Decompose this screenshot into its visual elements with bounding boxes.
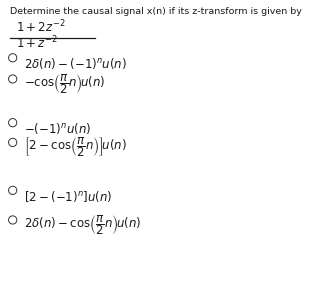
Text: $1 + 2z^{-2}$: $1 + 2z^{-2}$ [16,18,65,35]
Text: $1 + z^{-2}$: $1 + z^{-2}$ [16,34,58,51]
Text: $2\delta(n) - (-1)^n u(n)$: $2\delta(n) - (-1)^n u(n)$ [24,56,127,71]
Text: $-(-1)^n u(n)$: $-(-1)^n u(n)$ [24,121,91,136]
Text: $\left[2 - \cos\!\left(\dfrac{\pi}{2}n\right)\right]\!u(n)$: $\left[2 - \cos\!\left(\dfrac{\pi}{2}n\r… [24,135,126,159]
Text: $2\delta(n) - \cos\!\left(\dfrac{\pi}{2}n\right)\!u(n)$: $2\delta(n) - \cos\!\left(\dfrac{\pi}{2}… [24,213,141,237]
Text: $-\cos\!\left(\dfrac{\pi}{2}n\right)\!u(n)$: $-\cos\!\left(\dfrac{\pi}{2}n\right)\!u(… [24,72,105,96]
Text: $[2 - (-1)^n]u(n)$: $[2 - (-1)^n]u(n)$ [24,189,112,204]
Text: Determine the causal signal x(n) if its z-transform is given by: Determine the causal signal x(n) if its … [10,7,301,16]
